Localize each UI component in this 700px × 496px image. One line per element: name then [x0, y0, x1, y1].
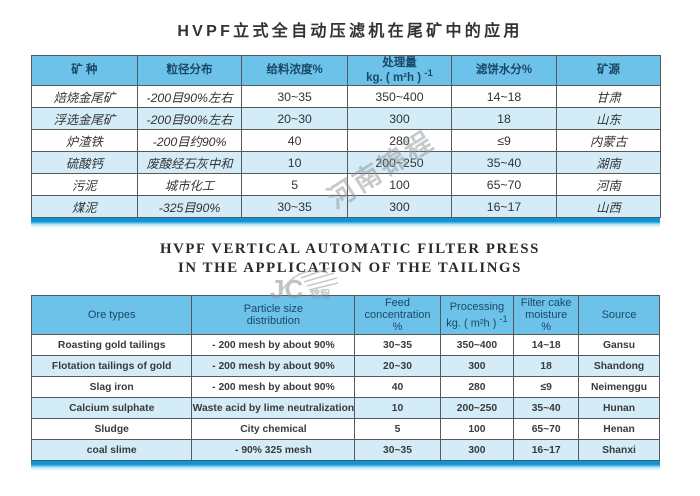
svg-text:锦程: 锦程	[310, 288, 330, 301]
svg-text:JC: JC	[270, 274, 303, 304]
